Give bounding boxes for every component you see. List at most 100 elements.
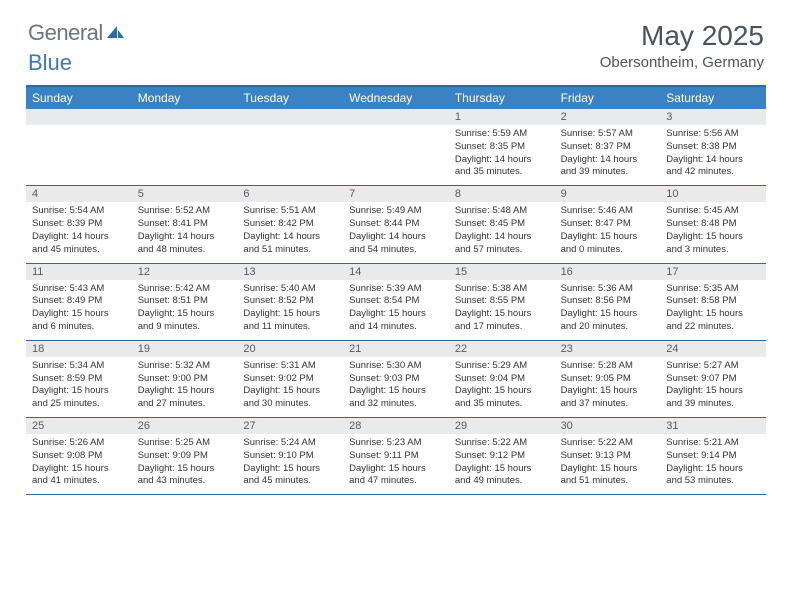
day-details: Sunrise: 5:39 AMSunset: 8:54 PMDaylight:… (343, 280, 449, 340)
sunrise-text: Sunrise: 5:26 AM (32, 437, 126, 450)
daynum-row: 11121314151617 (26, 264, 766, 280)
sunset-text: Sunset: 9:05 PM (561, 373, 655, 386)
daylight1-text: Daylight: 15 hours (32, 308, 126, 321)
day-details: Sunrise: 5:27 AMSunset: 9:07 PMDaylight:… (660, 357, 766, 417)
daylight1-text: Daylight: 15 hours (455, 463, 549, 476)
sunset-text: Sunset: 9:04 PM (455, 373, 549, 386)
day-details: Sunrise: 5:49 AMSunset: 8:44 PMDaylight:… (343, 202, 449, 262)
day-details: Sunrise: 5:40 AMSunset: 8:52 PMDaylight:… (237, 280, 343, 340)
day-details: Sunrise: 5:51 AMSunset: 8:42 PMDaylight:… (237, 202, 343, 262)
daylight2-text: and 54 minutes. (349, 244, 443, 257)
daylight2-text: and 27 minutes. (138, 398, 232, 411)
daylight2-text: and 20 minutes. (561, 321, 655, 334)
daynum-row: 25262728293031 (26, 418, 766, 434)
day-number: 1 (449, 109, 555, 125)
daylight2-text: and 39 minutes. (561, 166, 655, 179)
sunrise-text: Sunrise: 5:48 AM (455, 205, 549, 218)
sunset-text: Sunset: 9:14 PM (666, 450, 760, 463)
daylight1-text: Daylight: 15 hours (455, 308, 549, 321)
day-details: Sunrise: 5:36 AMSunset: 8:56 PMDaylight:… (555, 280, 661, 340)
day-number: 27 (237, 418, 343, 434)
weekday-header: Tuesday (237, 87, 343, 109)
weeks-container: 123 Sunrise: 5:59 AMSunset: 8:35 PMDaylig… (26, 109, 766, 495)
day-number: 17 (660, 264, 766, 280)
title-block: May 2025 Obersontheim, Germany (600, 20, 764, 71)
details-row: Sunrise: 5:54 AMSunset: 8:39 PMDaylight:… (26, 202, 766, 263)
day-number (237, 109, 343, 125)
day-number: 3 (660, 109, 766, 125)
sunrise-text: Sunrise: 5:32 AM (138, 360, 232, 373)
day-number: 9 (555, 186, 661, 202)
sunrise-text: Sunrise: 5:40 AM (243, 283, 337, 296)
daylight1-text: Daylight: 15 hours (561, 385, 655, 398)
daylight1-text: Daylight: 15 hours (138, 385, 232, 398)
month-title: May 2025 (600, 20, 764, 52)
day-details (132, 125, 238, 185)
details-row: Sunrise: 5:34 AMSunset: 8:59 PMDaylight:… (26, 357, 766, 418)
day-number: 2 (555, 109, 661, 125)
sunrise-text: Sunrise: 5:22 AM (561, 437, 655, 450)
logo: General (28, 20, 125, 46)
daylight2-text: and 35 minutes. (455, 166, 549, 179)
daylight1-text: Daylight: 15 hours (561, 308, 655, 321)
weekday-header: Saturday (660, 87, 766, 109)
sunrise-text: Sunrise: 5:24 AM (243, 437, 337, 450)
daylight2-text: and 9 minutes. (138, 321, 232, 334)
day-details: Sunrise: 5:56 AMSunset: 8:38 PMDaylight:… (660, 125, 766, 185)
day-details: Sunrise: 5:23 AMSunset: 9:11 PMDaylight:… (343, 434, 449, 494)
sunset-text: Sunset: 9:12 PM (455, 450, 549, 463)
daylight2-text: and 42 minutes. (666, 166, 760, 179)
sunset-text: Sunset: 8:51 PM (138, 295, 232, 308)
sunrise-text: Sunrise: 5:52 AM (138, 205, 232, 218)
daylight1-text: Daylight: 15 hours (455, 385, 549, 398)
sunset-text: Sunset: 9:10 PM (243, 450, 337, 463)
weekday-header: Friday (555, 87, 661, 109)
day-number: 26 (132, 418, 238, 434)
sunrise-text: Sunrise: 5:38 AM (455, 283, 549, 296)
daylight1-text: Daylight: 15 hours (243, 385, 337, 398)
sunrise-text: Sunrise: 5:42 AM (138, 283, 232, 296)
sunset-text: Sunset: 8:45 PM (455, 218, 549, 231)
sunrise-text: Sunrise: 5:46 AM (561, 205, 655, 218)
day-number: 5 (132, 186, 238, 202)
day-details: Sunrise: 5:46 AMSunset: 8:47 PMDaylight:… (555, 202, 661, 262)
sunset-text: Sunset: 8:44 PM (349, 218, 443, 231)
sunset-text: Sunset: 8:59 PM (32, 373, 126, 386)
day-details: Sunrise: 5:24 AMSunset: 9:10 PMDaylight:… (237, 434, 343, 494)
day-details: Sunrise: 5:29 AMSunset: 9:04 PMDaylight:… (449, 357, 555, 417)
day-number: 6 (237, 186, 343, 202)
day-details: Sunrise: 5:57 AMSunset: 8:37 PMDaylight:… (555, 125, 661, 185)
daylight1-text: Daylight: 14 hours (243, 231, 337, 244)
details-row: Sunrise: 5:26 AMSunset: 9:08 PMDaylight:… (26, 434, 766, 495)
daylight1-text: Daylight: 14 hours (32, 231, 126, 244)
day-number: 18 (26, 341, 132, 357)
sunset-text: Sunset: 8:48 PM (666, 218, 760, 231)
sunset-text: Sunset: 8:41 PM (138, 218, 232, 231)
day-number (26, 109, 132, 125)
day-number: 15 (449, 264, 555, 280)
day-number: 28 (343, 418, 449, 434)
sunset-text: Sunset: 8:35 PM (455, 141, 549, 154)
day-details (26, 125, 132, 185)
sunrise-text: Sunrise: 5:22 AM (455, 437, 549, 450)
sunrise-text: Sunrise: 5:29 AM (455, 360, 549, 373)
sunrise-text: Sunrise: 5:54 AM (32, 205, 126, 218)
sunset-text: Sunset: 8:55 PM (455, 295, 549, 308)
day-number: 22 (449, 341, 555, 357)
sunset-text: Sunset: 8:42 PM (243, 218, 337, 231)
day-details: Sunrise: 5:30 AMSunset: 9:03 PMDaylight:… (343, 357, 449, 417)
sunrise-text: Sunrise: 5:21 AM (666, 437, 760, 450)
day-details: Sunrise: 5:59 AMSunset: 8:35 PMDaylight:… (449, 125, 555, 185)
day-number: 21 (343, 341, 449, 357)
weekday-header: Sunday (26, 87, 132, 109)
sunset-text: Sunset: 8:52 PM (243, 295, 337, 308)
daylight1-text: Daylight: 15 hours (561, 463, 655, 476)
calendar: Sunday Monday Tuesday Wednesday Thursday… (26, 85, 766, 495)
daylight1-text: Daylight: 15 hours (138, 308, 232, 321)
sunset-text: Sunset: 8:49 PM (32, 295, 126, 308)
daylight1-text: Daylight: 14 hours (455, 154, 549, 167)
daylight2-text: and 17 minutes. (455, 321, 549, 334)
day-details: Sunrise: 5:31 AMSunset: 9:02 PMDaylight:… (237, 357, 343, 417)
daylight1-text: Daylight: 15 hours (138, 463, 232, 476)
day-details: Sunrise: 5:22 AMSunset: 9:12 PMDaylight:… (449, 434, 555, 494)
